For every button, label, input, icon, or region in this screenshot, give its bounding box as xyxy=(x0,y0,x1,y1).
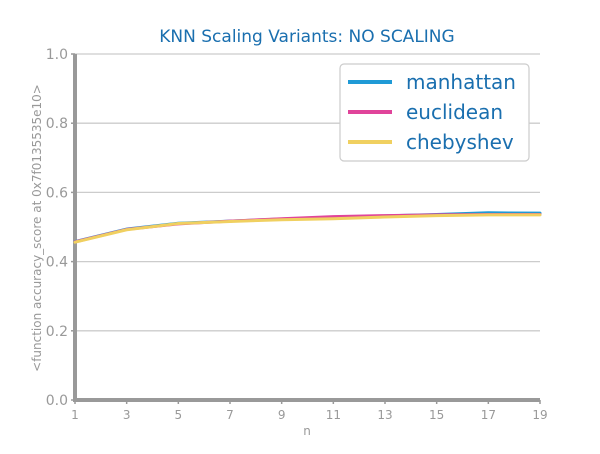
y-tick-label: 0.2 xyxy=(46,324,68,340)
x-tick-label: 13 xyxy=(377,408,392,422)
x-axis-label: n xyxy=(303,424,311,438)
legend: manhattan euclidean chebyshev xyxy=(339,63,530,162)
series-line-chebyshev xyxy=(73,213,542,244)
x-tick-label: 11 xyxy=(326,408,341,422)
legend-box xyxy=(339,63,530,162)
x-tick-label: 1 xyxy=(71,408,79,422)
y-axis-label: <function accuracy_score at 0x7f0135535e… xyxy=(30,84,44,372)
x-tick-label: 19 xyxy=(532,408,547,422)
y-tick-label: 0.6 xyxy=(46,185,68,201)
legend-label-euclidean: euclidean xyxy=(406,100,503,124)
series-lines xyxy=(73,211,542,244)
legend-label-chebyshev: chebyshev xyxy=(406,130,514,154)
x-tick-label: 9 xyxy=(278,408,286,422)
y-tick-label: 0.0 xyxy=(46,393,68,409)
x-tick-label: 15 xyxy=(429,408,444,422)
x-tick-label: 5 xyxy=(175,408,183,422)
axes xyxy=(71,53,541,404)
x-tick-label: 7 xyxy=(226,408,234,422)
x-tick-label: 3 xyxy=(123,408,131,422)
y-tick-label: 0.8 xyxy=(46,116,68,132)
y-tick-label: 0.4 xyxy=(46,255,68,271)
x-tick-label: 17 xyxy=(481,408,496,422)
y-tick-label: 1.0 xyxy=(46,47,68,63)
legend-label-manhattan: manhattan xyxy=(406,70,516,94)
chart-title: KNN Scaling Variants: NO SCALING xyxy=(159,27,454,47)
tick-labels: 0.00.20.40.60.81.01 3 5 7 9 11 13 15 17 19 xyxy=(46,47,548,422)
